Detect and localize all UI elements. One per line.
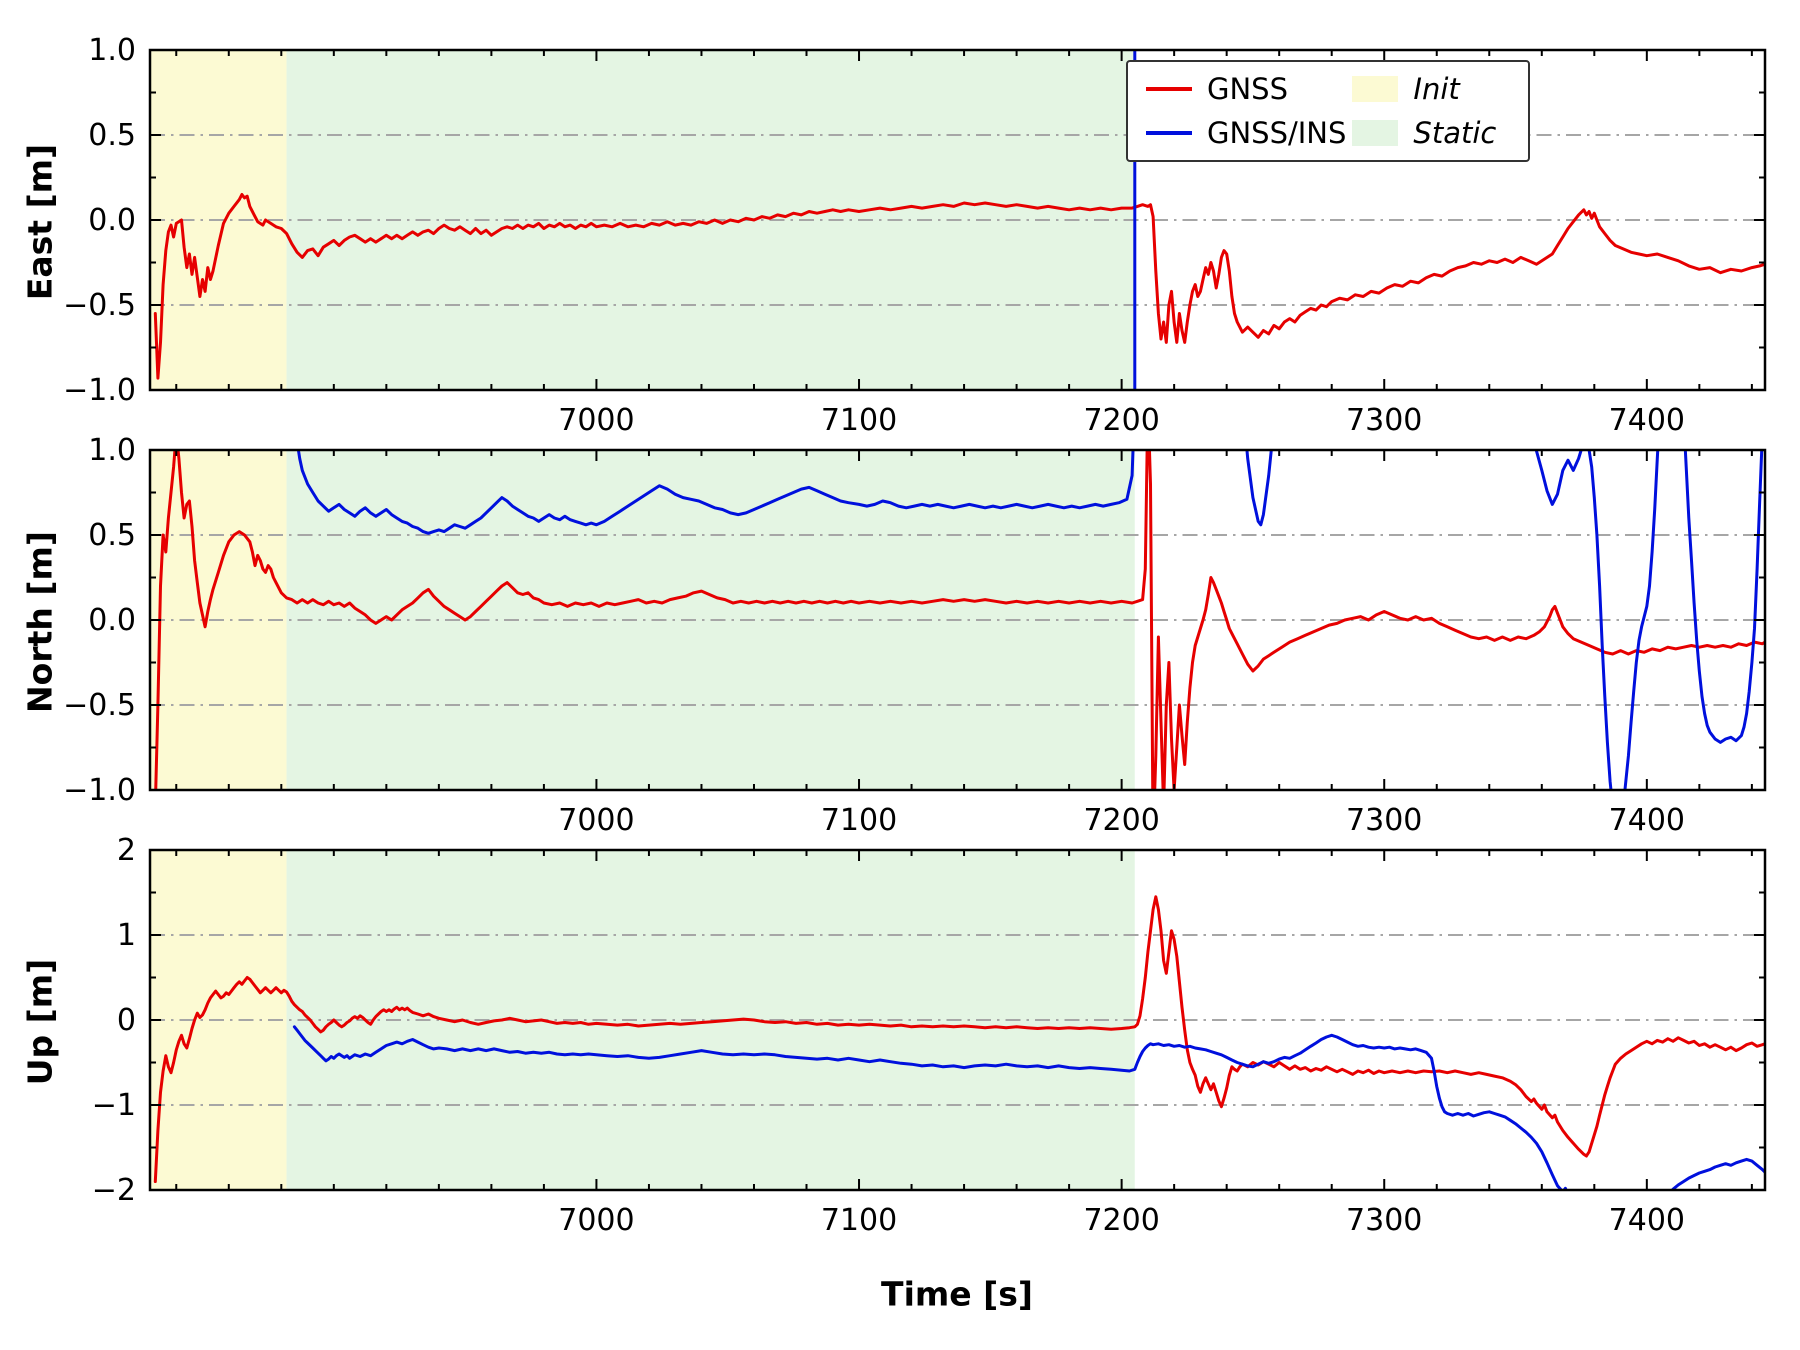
x-tick-label: 7200 [1083,1203,1159,1238]
x-tick-label: 7400 [1609,403,1685,438]
x-tick-label: 7300 [1346,1203,1422,1238]
static-patch-swatch [1352,120,1399,146]
legend: GNSS Init GNSS/INS Static [1126,60,1530,162]
legend-entry-init: Init [1352,72,1510,106]
x-tick-label: 7300 [1346,403,1422,438]
legend-label-gnss-ins: GNSS/INS [1207,116,1347,150]
legend-label-gnss: GNSS [1207,72,1288,106]
y-tick-label: 0.5 [88,118,136,153]
subplot-up: 7000 7100 7200 7300 7400 2 1 0 −1 −2 [92,833,1767,1238]
up-gnss-line [153,895,1765,1183]
y-axis-label-up: Up [m] [20,958,60,1086]
legend-entry-static: Static [1352,116,1510,150]
y-tick-label: 0 [117,1003,136,1038]
y-tick-label: −1.0 [63,773,136,808]
x-tick-label: 7200 [1083,803,1159,838]
x-tick-label: 7000 [558,803,634,838]
gnss-line-swatch [1146,87,1192,91]
north-gnss-ins-line [296,450,1764,790]
x-tick-label: 7200 [1083,403,1159,438]
y-tick-label: −1 [92,1088,136,1123]
gnss-ins-line-swatch [1146,131,1192,135]
y-tick-label: 0.5 [88,518,136,553]
x-tick-label: 7000 [558,403,634,438]
east-gnss-line [153,193,1765,380]
init-patch-swatch [1352,76,1399,102]
legend-label-init: Init [1413,72,1460,106]
north-gnss-line [154,450,1765,790]
y-tick-label: 1.0 [88,33,136,68]
x-tick-label: 7000 [558,1203,634,1238]
y-axis-label-east: East [m] [20,143,60,301]
up-gnss-ins-line [292,1025,1765,1190]
x-tick-label: 7400 [1609,1203,1685,1238]
legend-label-static: Static [1413,116,1497,150]
x-tick-label: 7300 [1346,803,1422,838]
y-axis-label-north: North [m] [20,531,60,713]
x-tick-label: 7100 [821,1203,897,1238]
y-tick-label: −1.0 [63,373,136,408]
y-tick-label: −0.5 [63,688,136,723]
y-tick-label: −2 [92,1173,136,1208]
x-tick-label: 7100 [821,403,897,438]
y-tick-label: 0.0 [88,203,136,238]
x-tick-label: 7400 [1609,803,1685,838]
x-axis-label: Time [s] [881,1274,1033,1314]
legend-entry-gnss: GNSS [1146,72,1346,106]
subplot-north: 7000 7100 7200 7300 7400 1.0 0.5 0.0 −0.5 −1.0 [63,433,1767,838]
y-tick-label: 1 [117,918,136,953]
y-tick-label: 1.0 [88,433,136,468]
y-tick-label: −0.5 [63,288,136,323]
x-tick-label: 7100 [821,803,897,838]
subplot-east: 7000 7100 7200 7300 7400 1.0 0.5 0.0 −0.5 −1.0 [63,33,1767,438]
y-tick-label: 2 [117,833,136,868]
legend-entry-gnss-ins: GNSS/INS [1146,116,1346,150]
y-tick-label: 0.0 [88,603,136,638]
